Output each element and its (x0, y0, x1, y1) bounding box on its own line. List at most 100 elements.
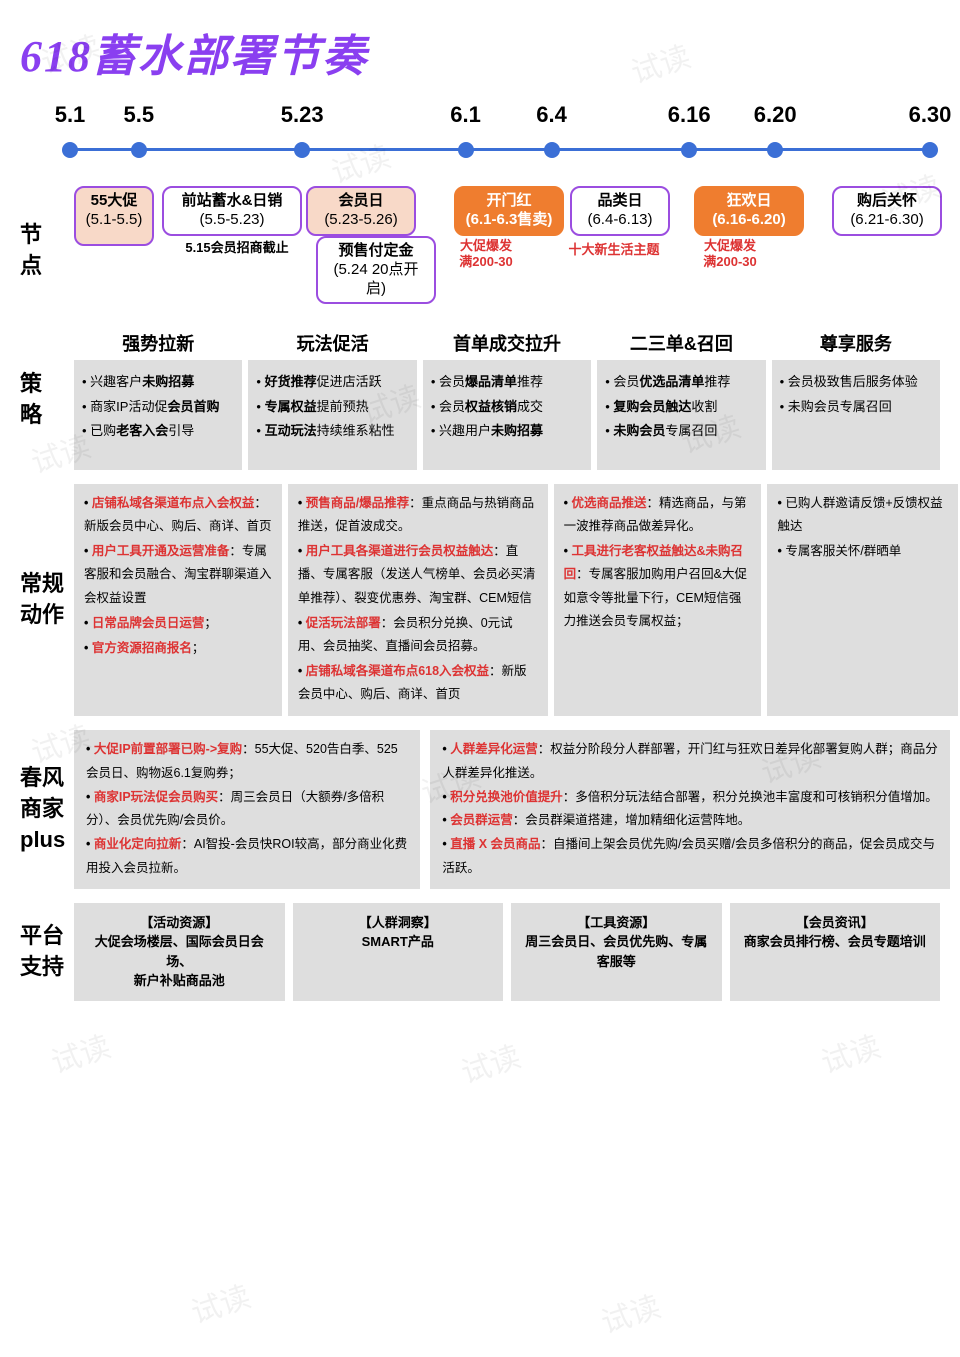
timeline-dot (62, 142, 78, 158)
changgui-item: 官方资源招商报名； (84, 637, 272, 660)
row-label-changgui: 常规动作 (20, 484, 74, 716)
pingtai-box: 【会员资讯】商家会员排行榜、会员专题培训 (730, 903, 941, 1001)
timeline: 5.15.55.236.16.46.166.206.30 (70, 102, 930, 172)
strategy-box: 会员爆品清单推荐会员权益核销成交兴趣用户未购招募 (423, 360, 591, 470)
timeline-dot (294, 142, 310, 158)
chunfeng-body: 大促IP前置部署已购->复购：55大促、520告白季、525会员日、购物返6.1… (74, 730, 940, 889)
row-label-jiedian: 节点 (20, 186, 74, 316)
chunfeng-item: 大促IP前置部署已购->复购：55大促、520告白季、525会员日、购物返6.1… (86, 738, 408, 786)
chunfeng-item: 会员群运营：会员群渠道搭建，增加精细化运营阵地。 (442, 809, 938, 833)
pingtai-box: 【人群洞察】SMART产品 (293, 903, 504, 1001)
timeline-date: 6.20 (754, 102, 797, 128)
timeline-dot (458, 142, 474, 158)
jiedian-subtext: 大促爆发满200-30 (690, 238, 770, 269)
jiedian-subtext: 5.15会员招商截止 (162, 240, 312, 256)
strategy-item: 好货推荐促进店活跃 (256, 370, 408, 395)
strategy-item: 会员权益核销成交 (431, 395, 583, 420)
pingtai-text: SMART产品 (301, 932, 496, 952)
strategy-item: 已购老客入会引导 (82, 419, 234, 444)
changgui-body: 店铺私域各渠道布点入会权益：新版会员中心、购后、商详、首页用户工具开通及运营准备… (74, 484, 940, 716)
strategy-box: 会员极致售后服务体验未购会员专属召回 (772, 360, 940, 470)
jiedian-subtext: 大促爆发满200-30 (446, 238, 526, 269)
changgui-box: 优选商品推送：精选商品，与第一波推荐商品做差异化。工具进行老客权益触达&未购召回… (554, 484, 762, 716)
pingtai-heading: 【人群洞察】 (301, 913, 496, 933)
changgui-item: 用户工具开通及运营准备：专属客服和会员融合、淘宝群聊渠道入会权益设置 (84, 540, 272, 609)
chunfeng-item: 商业化定向拉新：AI智投-会员快ROI较高，部分商业化费用投入会员拉新。 (86, 833, 408, 881)
jiedian-box: 55大促(5.1-5.5) (74, 186, 154, 246)
strategy-box: 会员优选品清单推荐复购会员触达收割未购会员专属召回 (597, 360, 765, 470)
watermark: 试读 (185, 1272, 256, 1332)
changgui-item: 专属客服关怀/群晒单 (777, 540, 948, 563)
changgui-item: 工具进行老客权益触达&未购召回：专属客服加购用户召回&大促如意令等批量下行，CE… (564, 540, 752, 633)
pingtai-text: 大促会场楼层、国际会员日会场、 (82, 932, 277, 971)
strategy-item: 会员优选品清单推荐 (605, 370, 757, 395)
strategy-item: 复购会员触达收割 (605, 395, 757, 420)
jiedian-body: 55大促(5.1-5.5)前站蓄水&日销(5.5-5.23)会员日(5.23-5… (74, 186, 940, 316)
watermark: 试读 (815, 1022, 886, 1082)
jiedian-box: 购后关怀(6.21-6.30) (832, 186, 942, 236)
chunfeng-item: 直播 X 会员商品：自播间上架会员优先购/会员买赠/会员多倍积分的商品，促会员成… (442, 833, 938, 881)
strategy-item: 专属权益提前预热 (256, 395, 408, 420)
timeline-date: 6.30 (909, 102, 952, 128)
chunfeng-item: 积分兑换池价值提升：多倍积分玩法结合部署，积分兑换池丰富度和可核销积分值增加。 (442, 786, 938, 810)
changgui-box: 预售商品/爆品推荐：重点商品与热销商品推送，促首波成交。用户工具各渠道进行会员权… (288, 484, 548, 716)
jiedian-subtext: 十大新生活主题 (554, 242, 674, 258)
pingtai-text: 新户补贴商品池 (82, 971, 277, 991)
timeline-date: 6.4 (536, 102, 567, 128)
strategy-heading: 二三单&召回 (597, 330, 765, 356)
changgui-item: 店铺私域各渠道布点618入会权益：新版会员中心、购后、商详、首页 (298, 660, 538, 706)
watermark: 试读 (455, 1032, 526, 1092)
jiedian-box: 会员日(5.23-5.26) (306, 186, 416, 236)
pingtai-body: 【活动资源】大促会场楼层、国际会员日会场、新户补贴商品池【人群洞察】SMART产… (74, 903, 940, 1001)
timeline-date: 6.1 (450, 102, 481, 128)
pingtai-text: 周三会员日、会员优先购、专属客服等 (519, 932, 714, 971)
strategy-heading: 首单成交拉升 (423, 330, 591, 356)
strategy-body: 强势拉新兴趣客户未购招募商家IP活动促会员首购已购老客入会引导玩法促活好货推荐促… (74, 330, 940, 470)
strategy-heading: 尊享服务 (772, 330, 940, 356)
strategy-column: 二三单&召回会员优选品清单推荐复购会员触达收割未购会员专属召回 (597, 330, 765, 470)
page-title: 618蓄水部署节奏 (20, 20, 940, 84)
pingtai-heading: 【工具资源】 (519, 913, 714, 933)
jiedian-box: 开门红(6.1-6.3售卖) (454, 186, 564, 236)
changgui-item: 日常品牌会员日运营； (84, 612, 272, 635)
timeline-dot (922, 142, 938, 158)
chunfeng-item: 商家IP玩法促会员购买：周三会员日（大额券/多倍积分）、会员优先购/会员价。 (86, 786, 408, 834)
watermark: 试读 (595, 1282, 666, 1342)
changgui-item: 促活玩法部署：会员积分兑换、0元试用、会员抽奖、直播间会员招募。 (298, 612, 538, 658)
pingtai-heading: 【会员资讯】 (738, 913, 933, 933)
row-label-celue: 策略 (20, 330, 74, 470)
strategy-item: 未购会员专属召回 (780, 395, 932, 420)
strategy-heading: 强势拉新 (74, 330, 242, 356)
chunfeng-box: 人群差异化运营：权益分阶段分人群部署，开门红与狂欢日差异化部署复购人群；商品分人… (430, 730, 950, 889)
timeline-dot (131, 142, 147, 158)
jiedian-box: 狂欢日(6.16-6.20) (694, 186, 804, 236)
changgui-item: 预售商品/爆品推荐：重点商品与热销商品推送，促首波成交。 (298, 492, 538, 538)
strategy-item: 未购会员专属召回 (605, 419, 757, 444)
strategy-box: 兴趣客户未购招募商家IP活动促会员首购已购老客入会引导 (74, 360, 242, 470)
jiedian-box: 预售付定金(5.24 20点开启) (316, 236, 436, 304)
pingtai-box: 【工具资源】周三会员日、会员优先购、专属客服等 (511, 903, 722, 1001)
watermark: 试读 (45, 1022, 116, 1082)
timeline-dot (767, 142, 783, 158)
changgui-box: 店铺私域各渠道布点入会权益：新版会员中心、购后、商详、首页用户工具开通及运营准备… (74, 484, 282, 716)
row-label-pingtai: 平台支持 (20, 903, 74, 1001)
pingtai-heading: 【活动资源】 (82, 913, 277, 933)
changgui-item: 已购人群邀请反馈+反馈权益触达 (777, 492, 948, 538)
strategy-item: 兴趣用户未购招募 (431, 419, 583, 444)
row-label-chunfeng: 春风商家plus (20, 730, 74, 889)
changgui-box: 已购人群邀请反馈+反馈权益触达专属客服关怀/群晒单 (767, 484, 958, 716)
jiedian-box: 品类日(6.4-6.13) (570, 186, 670, 236)
strategy-column: 玩法促活好货推荐促进店活跃专属权益提前预热互动玩法持续维系粘性 (248, 330, 416, 470)
timeline-date: 5.5 (124, 102, 155, 128)
timeline-line (70, 148, 930, 151)
strategy-box: 好货推荐促进店活跃专属权益提前预热互动玩法持续维系粘性 (248, 360, 416, 470)
chunfeng-item: 人群差异化运营：权益分阶段分人群部署，开门红与狂欢日差异化部署复购人群；商品分人… (442, 738, 938, 786)
timeline-dot (681, 142, 697, 158)
changgui-item: 用户工具各渠道进行会员权益触达：直播、专属客服（发送人气榜单、会员必买清单推荐）… (298, 540, 538, 609)
changgui-item: 店铺私域各渠道布点入会权益：新版会员中心、购后、商详、首页 (84, 492, 272, 538)
strategy-item: 会员极致售后服务体验 (780, 370, 932, 395)
strategy-heading: 玩法促活 (248, 330, 416, 356)
strategy-item: 会员爆品清单推荐 (431, 370, 583, 395)
strategy-item: 商家IP活动促会员首购 (82, 395, 234, 420)
pingtai-box: 【活动资源】大促会场楼层、国际会员日会场、新户补贴商品池 (74, 903, 285, 1001)
